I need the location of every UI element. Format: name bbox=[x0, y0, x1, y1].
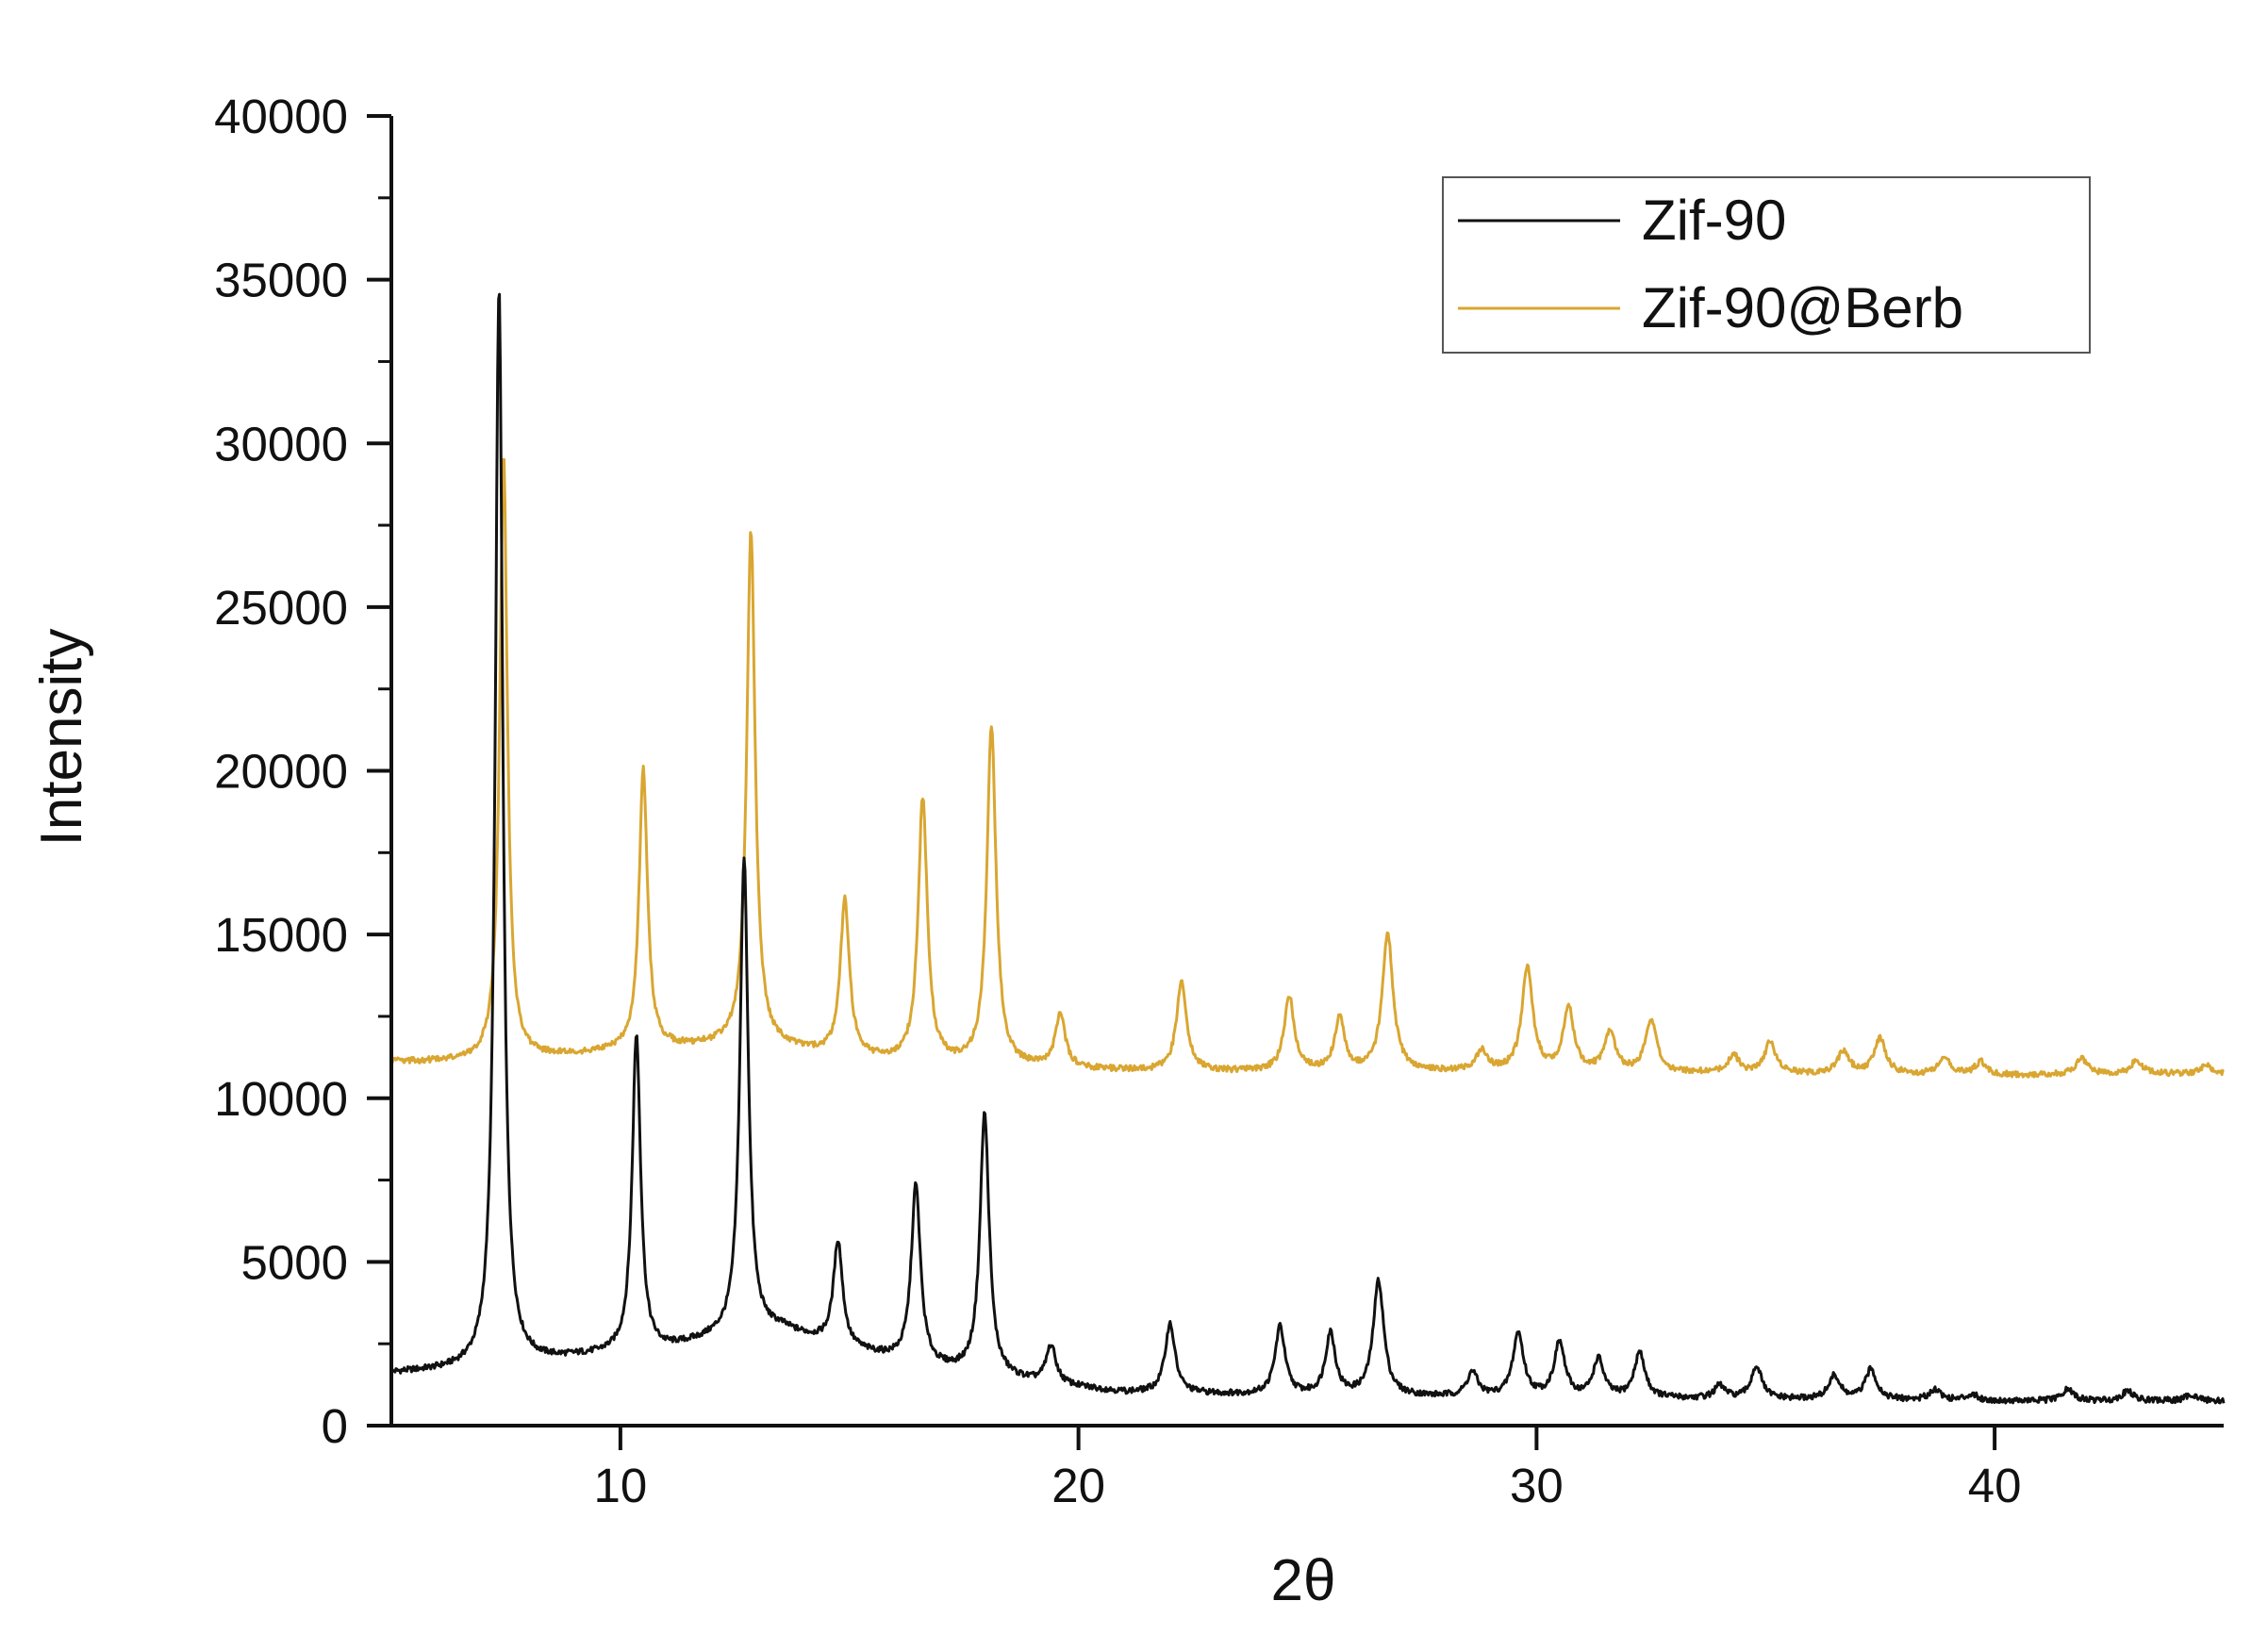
x-tick-label: 30 bbox=[1510, 1459, 1564, 1512]
y-tick-label: 5000 bbox=[241, 1235, 348, 1289]
y-tick-label: 0 bbox=[322, 1399, 348, 1453]
y-tick-label: 15000 bbox=[214, 908, 348, 962]
legend-label-zif-90: Zif-90 bbox=[1642, 189, 1786, 252]
x-tick-label: 40 bbox=[1968, 1459, 2022, 1512]
series-layer bbox=[389, 292, 2226, 1405]
y-tick-label: 35000 bbox=[214, 254, 348, 307]
x-tick-label: 10 bbox=[594, 1459, 648, 1512]
y-axis-ticks: 0 5000 10000 15000 20000 25000 30000 35000 40000 bbox=[214, 90, 391, 1453]
legend-box bbox=[1442, 176, 2091, 354]
x-axis-title: 2θ bbox=[1271, 1548, 1336, 1613]
y-tick-label: 30000 bbox=[214, 417, 348, 470]
plot-area: 10 20 30 40 0 5000 10000 15000 20000 25000 30000 3… bbox=[214, 90, 2226, 1512]
legend-label-zif-90-berb: Zif-90@Berb bbox=[1642, 276, 1963, 339]
x-axis-ticks: 10 20 30 40 bbox=[594, 1426, 2022, 1512]
y-axis-title: Intensity bbox=[29, 629, 94, 847]
y-tick-label: 10000 bbox=[214, 1072, 348, 1126]
legend: Zif-90 Zif-90@Berb bbox=[1442, 176, 2091, 354]
y-tick-label: 40000 bbox=[214, 90, 348, 143]
x-tick-label: 20 bbox=[1051, 1459, 1105, 1512]
y-tick-label: 25000 bbox=[214, 581, 348, 635]
series-line-zif-90-berb bbox=[389, 457, 2225, 1079]
series-line-zif-90 bbox=[389, 292, 2226, 1405]
y-tick-label: 20000 bbox=[214, 745, 348, 799]
